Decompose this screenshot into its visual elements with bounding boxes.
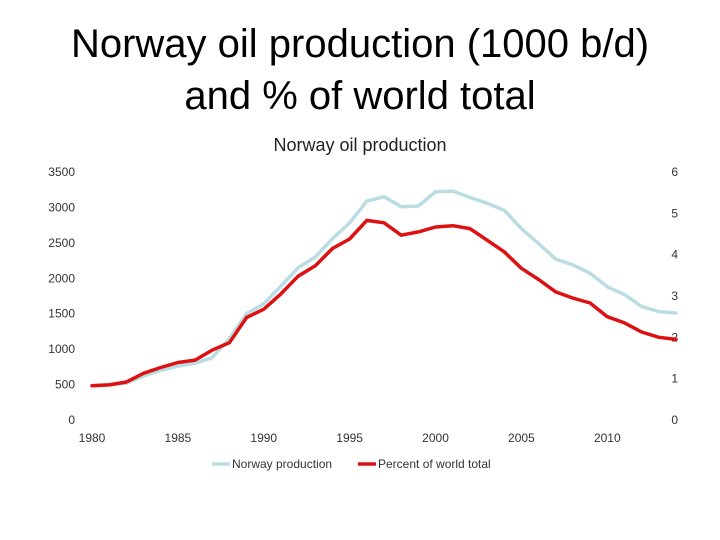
y-right-tick-label-5: 5 (671, 206, 678, 220)
slide-title-line-1: Norway oil production (1000 b/d) (70, 22, 650, 66)
series-line-percent-of-world-total (90, 218, 678, 388)
y-left-tick-label-3: 1500 (48, 307, 75, 321)
y-right-tick-label-2: 2 (671, 330, 678, 344)
y-left-tick-label-2: 1000 (48, 342, 75, 356)
y-left-tick-label-4: 2000 (48, 271, 75, 285)
slide-title: Norway oil production (1000 b/d) and % o… (0, 18, 720, 122)
y-right-tick-label-6: 6 (671, 165, 678, 179)
x-tick-label-3: 1995 (336, 431, 363, 445)
x-tick-label-0: 1980 (79, 431, 106, 445)
y-left-tick-label-6: 3000 (48, 200, 75, 214)
x-tick-label-2: 1990 (250, 431, 277, 445)
x-tick-label-5: 2005 (508, 431, 535, 445)
chart-title: Norway oil production (273, 135, 447, 155)
legend-label-1: Percent of world total (378, 457, 491, 471)
y-right-tick-label-3: 3 (671, 289, 678, 303)
series-line-norway-production (90, 189, 678, 388)
y-left-tick-label-5: 2500 (48, 236, 75, 250)
slide-title-line-2: and % of world total (184, 74, 536, 118)
y-left-tick-label-7: 3500 (48, 165, 75, 179)
y-right-tick-label-1: 1 (671, 372, 678, 386)
x-tick-label-6: 2010 (594, 431, 621, 445)
x-tick-label-4: 2000 (422, 431, 449, 445)
y-left-tick-label-0: 0 (68, 413, 75, 427)
y-right-tick-label-4: 4 (671, 248, 678, 262)
x-tick-label-1: 1985 (165, 431, 192, 445)
y-left-tick-label-1: 500 (55, 378, 75, 392)
legend-label-0: Norway production (232, 457, 332, 471)
y-right-tick-label-0: 0 (671, 413, 678, 427)
